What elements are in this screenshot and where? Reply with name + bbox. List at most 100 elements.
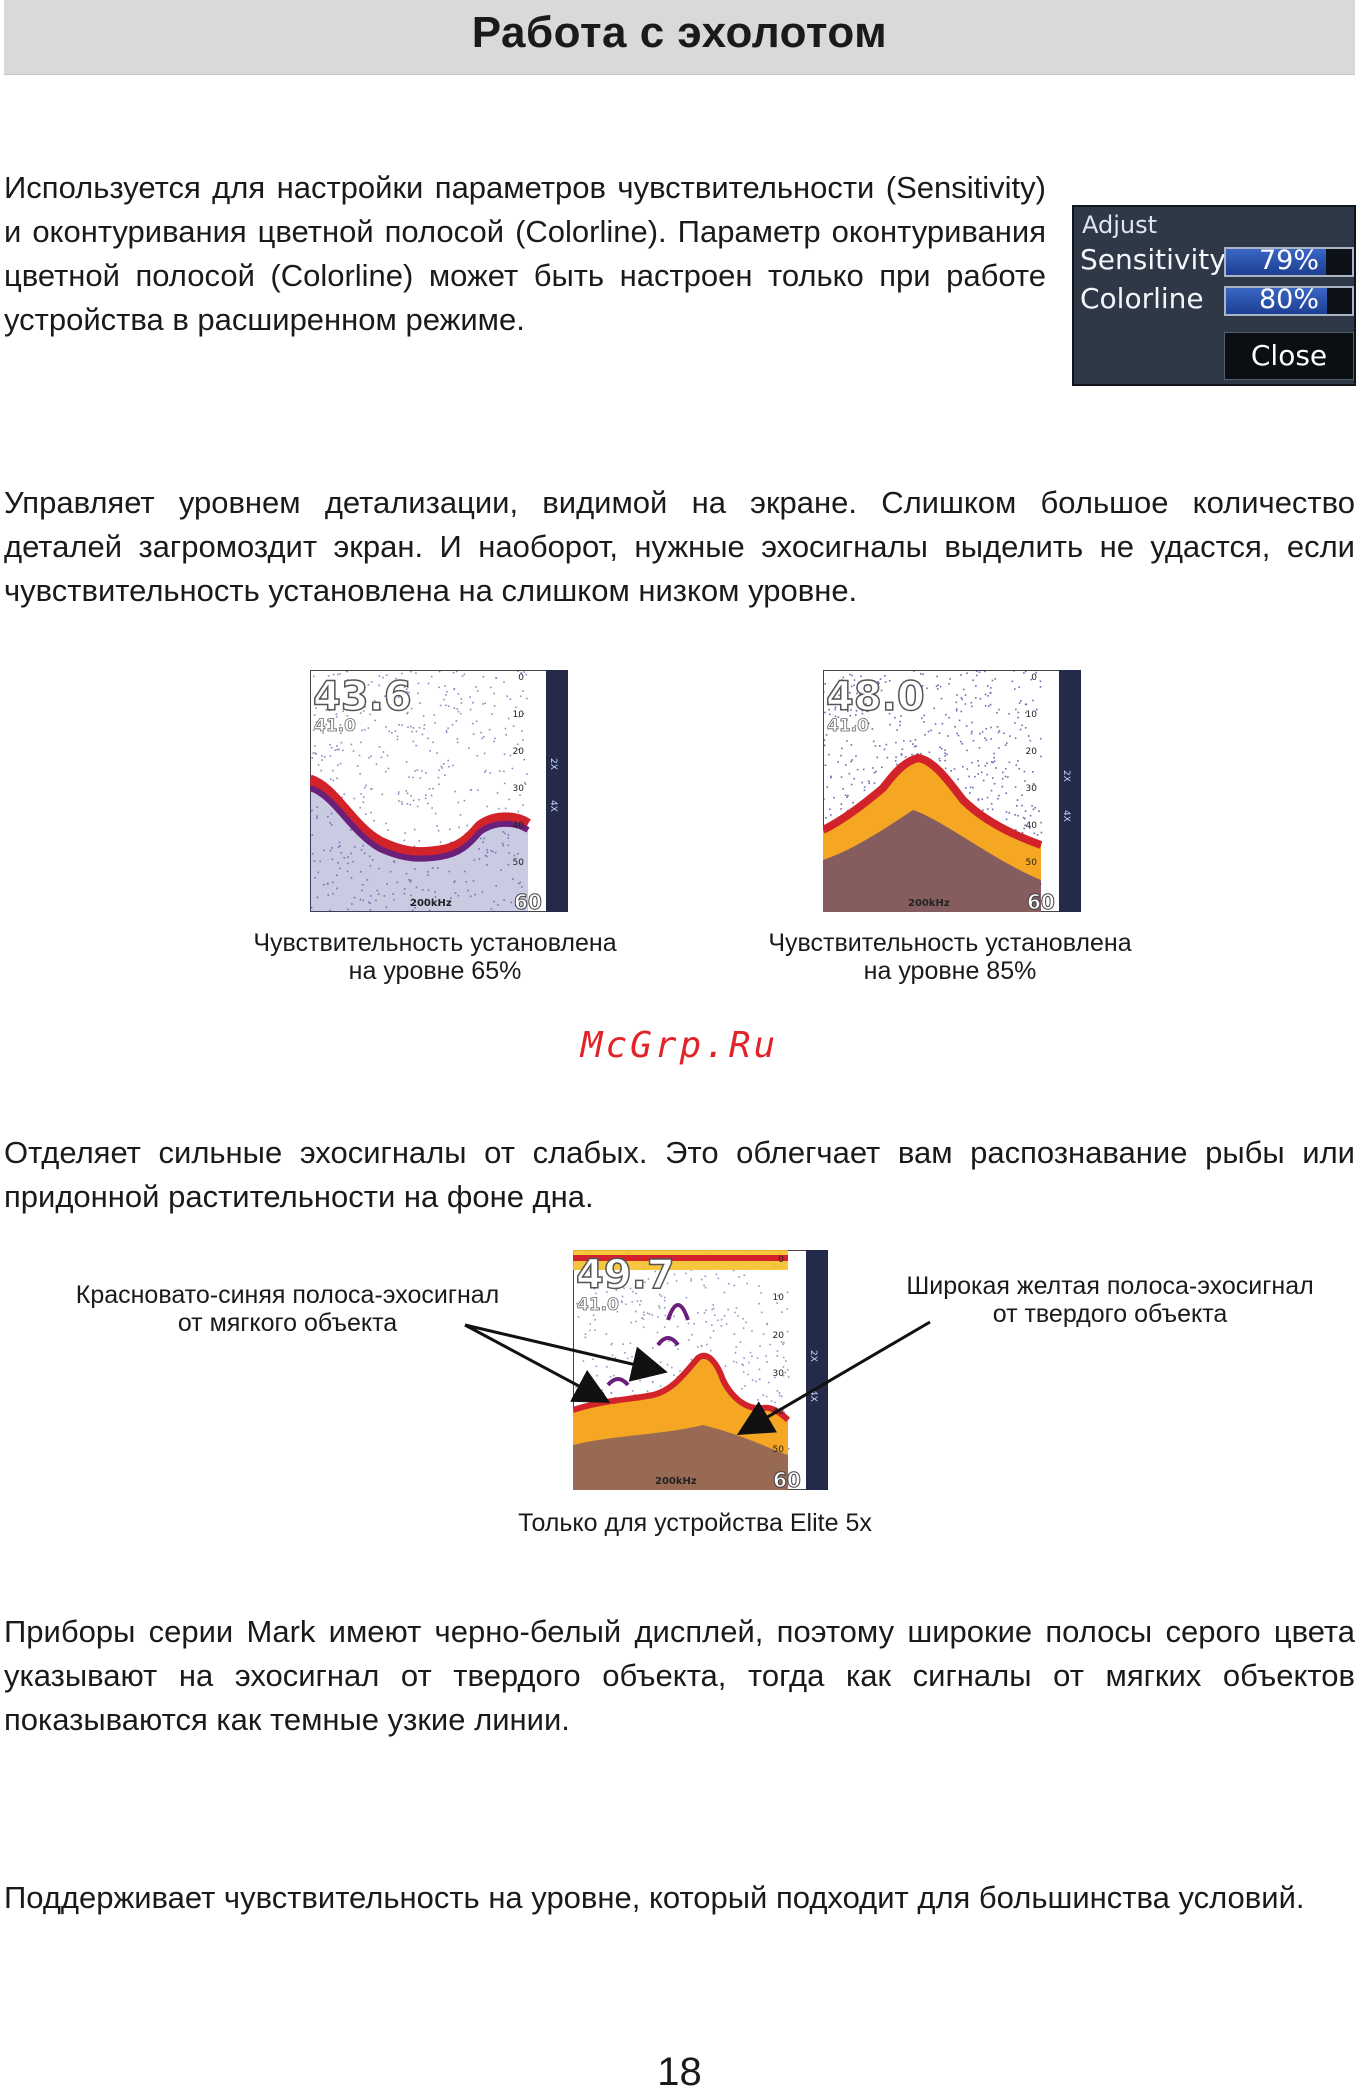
sensitivity-slider[interactable]: 79%: [1224, 245, 1354, 277]
sonar-speckle: [398, 800, 400, 802]
sonar-speckle: [1040, 831, 1043, 834]
sonar-speckle: [647, 1278, 650, 1280]
sonar-speckle: [373, 819, 375, 822]
sonar-speckle: [311, 853, 314, 855]
sonar-speckle: [1003, 732, 1005, 735]
colorline-slider[interactable]: 80%: [1224, 284, 1354, 316]
sonar-speckle: [975, 685, 977, 687]
sonar-speckle: [492, 850, 494, 853]
sonar-speckle: [742, 1327, 745, 1329]
sonar-speckle: [723, 1315, 726, 1317]
sonar-speckle: [997, 731, 1000, 734]
sonar-speckle: [642, 1326, 645, 1329]
sonar-speckle: [330, 778, 332, 780]
sonar-speckle: [432, 787, 434, 790]
sonar-speckle: [496, 792, 499, 794]
sonar-speckle: [986, 685, 989, 687]
sonar-speckle: [786, 1291, 789, 1294]
sonar-speckle: [482, 703, 484, 705]
sonar-speckle: [895, 756, 897, 758]
sonar-speckle: [656, 1331, 659, 1334]
sonar-speckle: [1018, 702, 1021, 704]
sonar-speckle: [885, 743, 888, 746]
sonar-speckle: [415, 730, 418, 733]
sonar-speckle: [850, 744, 853, 746]
sonar-speckle: [405, 790, 408, 792]
sonar-speckle: [332, 779, 335, 782]
sonar-speckle: [982, 809, 984, 812]
sonar-speckle: [613, 1374, 615, 1377]
sonar-speckle: [838, 694, 840, 697]
sonar-speckle: [576, 1302, 578, 1305]
sonar-speckle: [367, 727, 370, 729]
sonar-speckle: [421, 889, 424, 891]
caption-line: Чувствительность установлена: [253, 929, 617, 957]
sonar-speckle: [339, 845, 341, 847]
sonar-speckle: [758, 1302, 760, 1305]
sonar-speckle: [593, 1288, 596, 1290]
sonar-speckle: [415, 744, 417, 747]
sonar-speckle: [594, 1319, 596, 1321]
sonar-speckle: [331, 858, 334, 861]
sonar-speckle: [493, 740, 495, 743]
sonar-speckle: [767, 1381, 770, 1384]
sonar-speckle: [960, 674, 962, 676]
sonar-speckle: [998, 747, 1000, 749]
sonar-speckle: [338, 748, 340, 751]
close-button[interactable]: Close: [1224, 332, 1354, 380]
sonar-speckle: [408, 879, 410, 881]
sonar-speckle: [782, 1366, 785, 1368]
sonar-speckle: [962, 688, 965, 691]
sonar-speckle: [971, 730, 973, 733]
sonar-speckle: [332, 769, 334, 772]
sonar-speckle: [463, 870, 466, 873]
sonar-speckle: [431, 807, 433, 809]
sonar-speckle: [1024, 727, 1027, 729]
sonar-speckle: [622, 1343, 624, 1345]
sonar-speckle: [416, 769, 419, 771]
sonar-speckle: [519, 695, 522, 697]
sonar-speckle: [614, 1357, 617, 1359]
sonar-speckle: [1032, 808, 1035, 811]
sonar-speckle: [329, 909, 332, 912]
sonar-speckle: [441, 767, 443, 769]
sonar-speckle: [935, 685, 938, 688]
sonar-speckle: [1028, 827, 1031, 829]
sonar-speckle: [834, 715, 837, 718]
sonar-speckle: [984, 693, 987, 696]
sonar-speckle: [437, 829, 440, 832]
sonar-speckle: [311, 809, 313, 812]
sonar-speckle: [990, 726, 992, 729]
sonar-speckle: [631, 1301, 633, 1303]
sonar-speckle: [1023, 770, 1026, 773]
sonar-speckle: [1029, 814, 1032, 817]
sonar-speckle: [939, 685, 942, 688]
temperature-readout: 41.0: [827, 716, 869, 736]
sonar-speckle: [780, 1341, 783, 1343]
sonar-speckle: [427, 871, 429, 873]
sonar-speckle: [471, 722, 474, 725]
arrow-hard-echo: [736, 1320, 931, 1436]
sonar-speckle: [439, 841, 442, 843]
sonar-speckle: [457, 801, 460, 804]
sonar-speckle: [380, 756, 383, 759]
sonar-speckle: [1038, 810, 1040, 812]
sonar-speckle: [417, 692, 419, 695]
sonar-speckle: [904, 756, 907, 758]
sonar-speckle: [989, 703, 992, 706]
sonar-speckle: [368, 757, 370, 759]
sonar-speckle: [663, 1299, 666, 1302]
scale-tick: 20: [773, 1331, 785, 1341]
scale-tick: 10: [513, 710, 525, 720]
sonar-speckle: [866, 710, 868, 713]
sonar-speckle: [315, 721, 318, 723]
sonar-speckle: [1017, 760, 1019, 762]
sonar-speckle: [996, 711, 998, 714]
sonar-speckle: [609, 1375, 612, 1378]
sonar-speckle: [475, 686, 477, 688]
sonar-speckle: [1030, 678, 1032, 681]
sonar-speckle: [923, 721, 925, 723]
sonar-speckle: [712, 1307, 715, 1310]
sonar-speckle: [676, 1325, 679, 1328]
sonar-speckle: [631, 1390, 634, 1392]
